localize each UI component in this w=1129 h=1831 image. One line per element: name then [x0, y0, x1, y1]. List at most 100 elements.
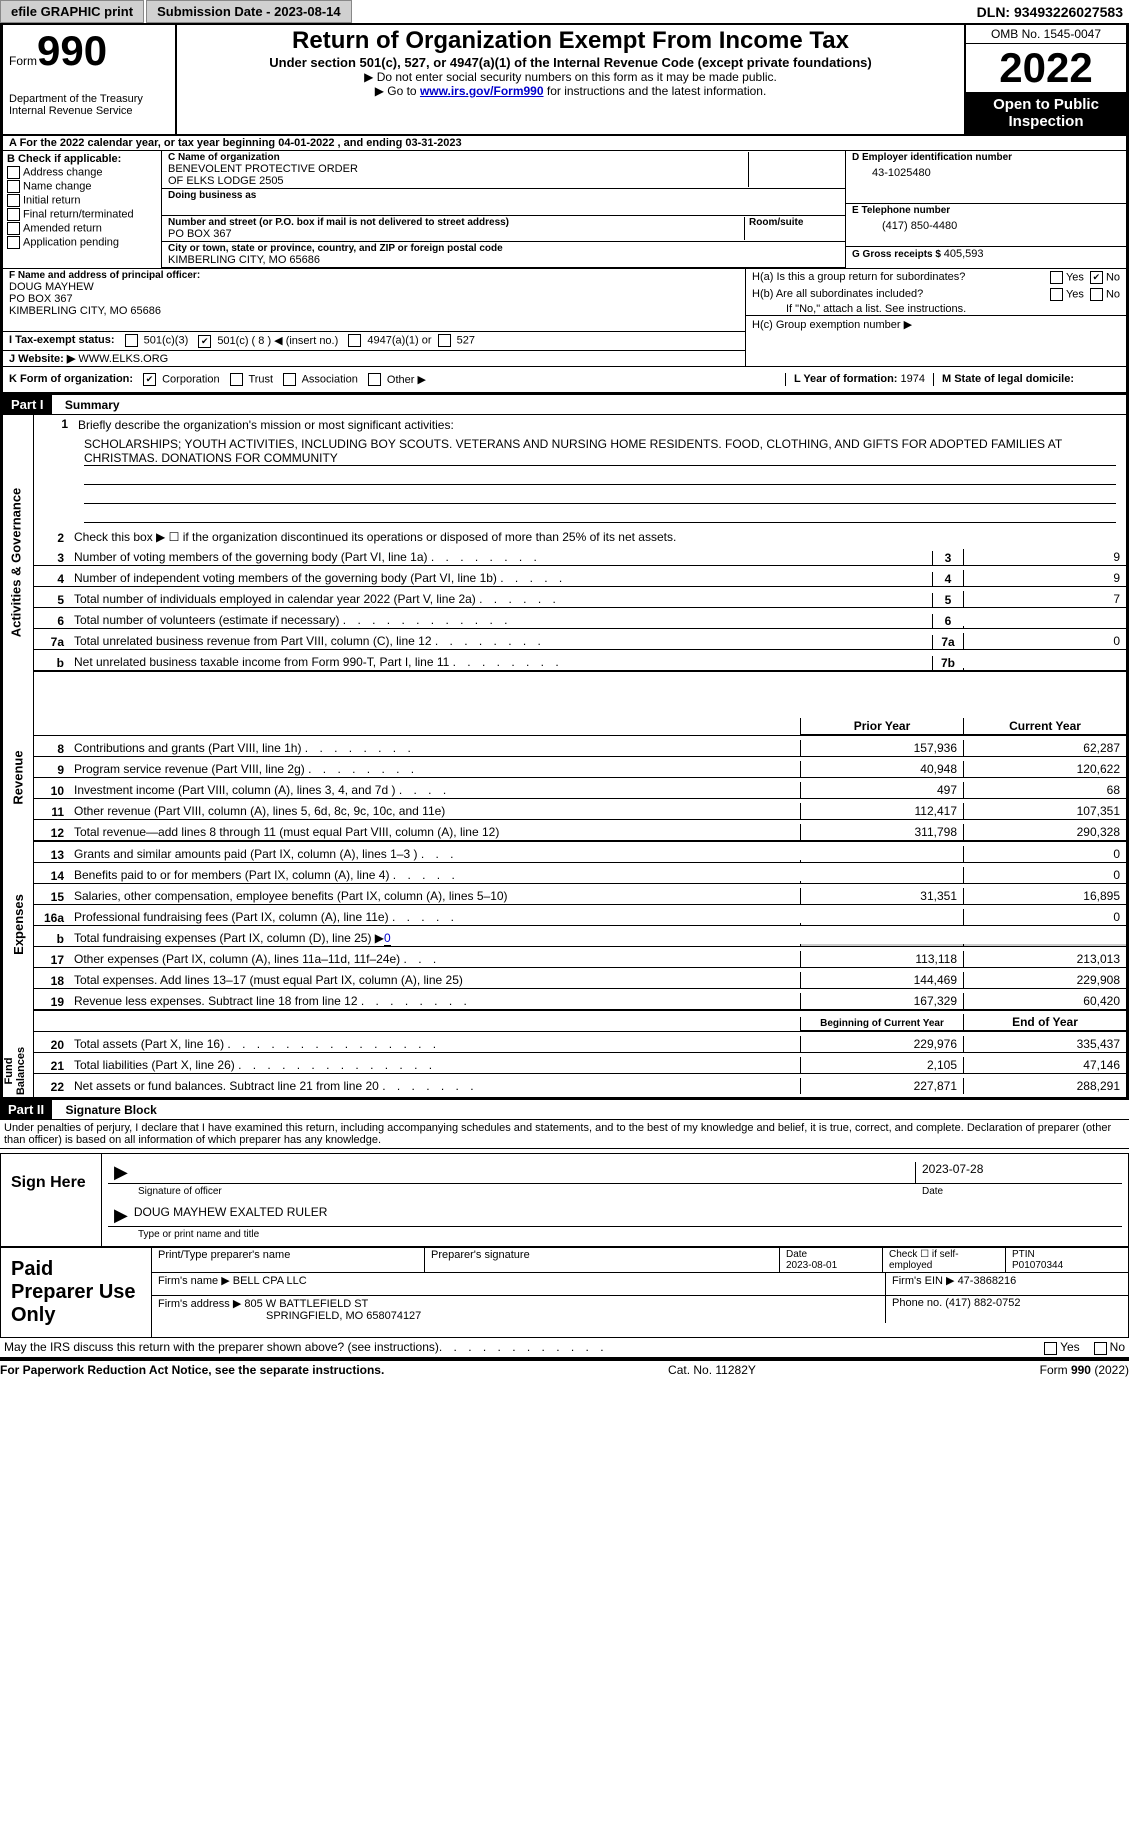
val-6: [963, 626, 1126, 628]
line-11: Other revenue (Part VIII, column (A), li…: [70, 803, 800, 819]
line-16b: Total fundraising expenses (Part IX, col…: [70, 930, 800, 946]
discuss-yes[interactable]: Yes: [1044, 1340, 1080, 1354]
open-to-public: Open to Public Inspection: [966, 92, 1126, 134]
sig-date-label: Date: [922, 1186, 1122, 1197]
cb-name-change[interactable]: Name change: [7, 180, 157, 193]
cb-501c[interactable]: 501(c) ( 8 ) ◀ (insert no.): [198, 334, 338, 348]
p10: 497: [800, 782, 963, 798]
perjury-text: Under penalties of perjury, I declare th…: [0, 1120, 1129, 1149]
p12: 311,798: [800, 824, 963, 840]
gross-value: 405,593: [944, 248, 984, 260]
type-name-label: Type or print name and title: [108, 1229, 1122, 1240]
part-ii-title: Signature Block: [55, 1103, 156, 1117]
firm-name: BELL CPA LLC: [233, 1275, 307, 1287]
cb-amended-return[interactable]: Amended return: [7, 222, 157, 235]
p19: 167,329: [800, 993, 963, 1009]
p18: 144,469: [800, 972, 963, 988]
cb-501c3[interactable]: 501(c)(3): [125, 334, 189, 348]
main-form-block: A For the 2022 calendar year, or tax yea…: [0, 134, 1129, 395]
line-2: Check this box ▶ ☐ if the organization d…: [70, 529, 1126, 545]
signer-name: DOUG MAYHEW EXALTED RULER: [134, 1205, 328, 1226]
arrow-icon-2: ▶: [108, 1205, 134, 1226]
line-15: Salaries, other compensation, employee b…: [70, 888, 800, 904]
street-label: Number and street (or P.O. box if mail i…: [168, 217, 744, 228]
ein-label: D Employer identification number: [852, 152, 1120, 163]
form-number: 990: [37, 27, 107, 74]
website-label: J Website: ▶: [9, 353, 78, 365]
side-net-assets: Net Assets or Fund Balances: [0, 1041, 27, 1101]
ha-yes[interactable]: Yes: [1050, 271, 1084, 284]
line-19: Revenue less expenses. Subtract line 18 …: [70, 993, 800, 1009]
part-i-header: Part I: [3, 395, 52, 414]
p9: 40,948: [800, 761, 963, 777]
firm-name-label: Firm's name ▶: [158, 1275, 233, 1287]
p15: 31,351: [800, 888, 963, 904]
c11: 107,351: [963, 803, 1126, 819]
dba-label: Doing business as: [168, 190, 839, 201]
c12: 290,328: [963, 824, 1126, 840]
cb-application-pending[interactable]: Application pending: [7, 236, 157, 249]
form-note-2: ▶ Go to www.irs.gov/Form990 for instruct…: [183, 84, 958, 98]
firm-phone-label: Phone no.: [892, 1297, 945, 1309]
firm-addr: 805 W BATTLEFIELD ST: [244, 1298, 368, 1310]
line-12: Total revenue—add lines 8 through 11 (mu…: [70, 824, 800, 840]
form-title: Return of Organization Exempt From Incom…: [183, 27, 958, 55]
ha-no[interactable]: No: [1090, 271, 1120, 284]
cb-trust[interactable]: Trust: [230, 373, 274, 387]
prep-date-label: Date: [786, 1249, 807, 1260]
form-header: Form990 Department of the Treasury Inter…: [0, 25, 1129, 134]
p8: 157,936: [800, 740, 963, 756]
paid-preparer-label: Paid Preparer Use Only: [1, 1248, 152, 1337]
cb-corporation[interactable]: Corporation: [143, 373, 220, 387]
discuss-no[interactable]: No: [1094, 1340, 1125, 1354]
form-subtitle: Under section 501(c), 527, or 4947(a)(1)…: [183, 55, 958, 70]
prep-check-label: Check ☐ if self-employed: [883, 1248, 1006, 1272]
cb-final-return[interactable]: Final return/terminated: [7, 208, 157, 221]
cb-initial-return[interactable]: Initial return: [7, 194, 157, 207]
part-i-title: Summary: [55, 398, 120, 412]
line-21: Total liabilities (Part X, line 26) . . …: [70, 1057, 800, 1073]
irs-link[interactable]: www.irs.gov/Form990: [420, 84, 544, 98]
val-7a: 0: [963, 633, 1126, 649]
val-5: 7: [963, 591, 1126, 607]
side-expenses: Expenses: [11, 894, 26, 955]
hb-no[interactable]: No: [1090, 288, 1120, 301]
hb-yes[interactable]: Yes: [1050, 288, 1084, 301]
p11: 112,417: [800, 803, 963, 819]
c20: 335,437: [963, 1036, 1126, 1052]
firm-ein: 47-3868216: [958, 1275, 1017, 1287]
cb-address-change[interactable]: Address change: [7, 166, 157, 179]
state-domicile: M State of legal domicile:: [933, 373, 1120, 387]
ein-value: 43-1025480: [852, 163, 1120, 179]
line-9: Program service revenue (Part VIII, line…: [70, 761, 800, 777]
ptin-value: P01070344: [1012, 1260, 1063, 1271]
prep-print-label: Print/Type preparer's name: [152, 1248, 425, 1272]
phone-value: (417) 850-4480: [852, 216, 1120, 232]
current-year-header: Current Year: [963, 718, 1126, 735]
officer-name: DOUG MAYHEW: [9, 281, 739, 293]
cb-association[interactable]: Association: [283, 373, 358, 387]
hb-note: If "No," attach a list. See instructions…: [746, 303, 1126, 316]
efile-button[interactable]: efile GRAPHIC print: [0, 0, 144, 23]
c16a: 0: [963, 909, 1126, 925]
department-label: Department of the Treasury Internal Reve…: [9, 93, 169, 117]
col-b-heading: B Check if applicable:: [7, 153, 157, 165]
p14: [800, 881, 963, 883]
line-4: Number of independent voting members of …: [70, 570, 932, 586]
cb-527[interactable]: 527: [438, 334, 475, 348]
line-17: Other expenses (Part IX, column (A), lin…: [70, 951, 800, 967]
p16a: [800, 923, 963, 925]
cb-other[interactable]: Other ▶: [368, 373, 426, 387]
officer-label: F Name and address of principal officer:: [9, 270, 739, 281]
begin-year-header: Beginning of Current Year: [800, 1017, 963, 1031]
phone-label: E Telephone number: [852, 205, 1120, 216]
submission-date-button: Submission Date - 2023-08-14: [146, 0, 352, 23]
period-row: A For the 2022 calendar year, or tax yea…: [3, 136, 1126, 151]
year-formation: L Year of formation: 1974: [785, 373, 933, 387]
ha-label: H(a) Is this a group return for subordin…: [752, 271, 1050, 284]
city-label: City or town, state or province, country…: [168, 243, 839, 254]
cb-4947[interactable]: 4947(a)(1) or: [348, 334, 431, 348]
omb-number: OMB No. 1545-0047: [966, 25, 1126, 44]
gross-label: G Gross receipts $: [852, 249, 944, 260]
part-ii-header: Part II: [0, 1100, 52, 1119]
